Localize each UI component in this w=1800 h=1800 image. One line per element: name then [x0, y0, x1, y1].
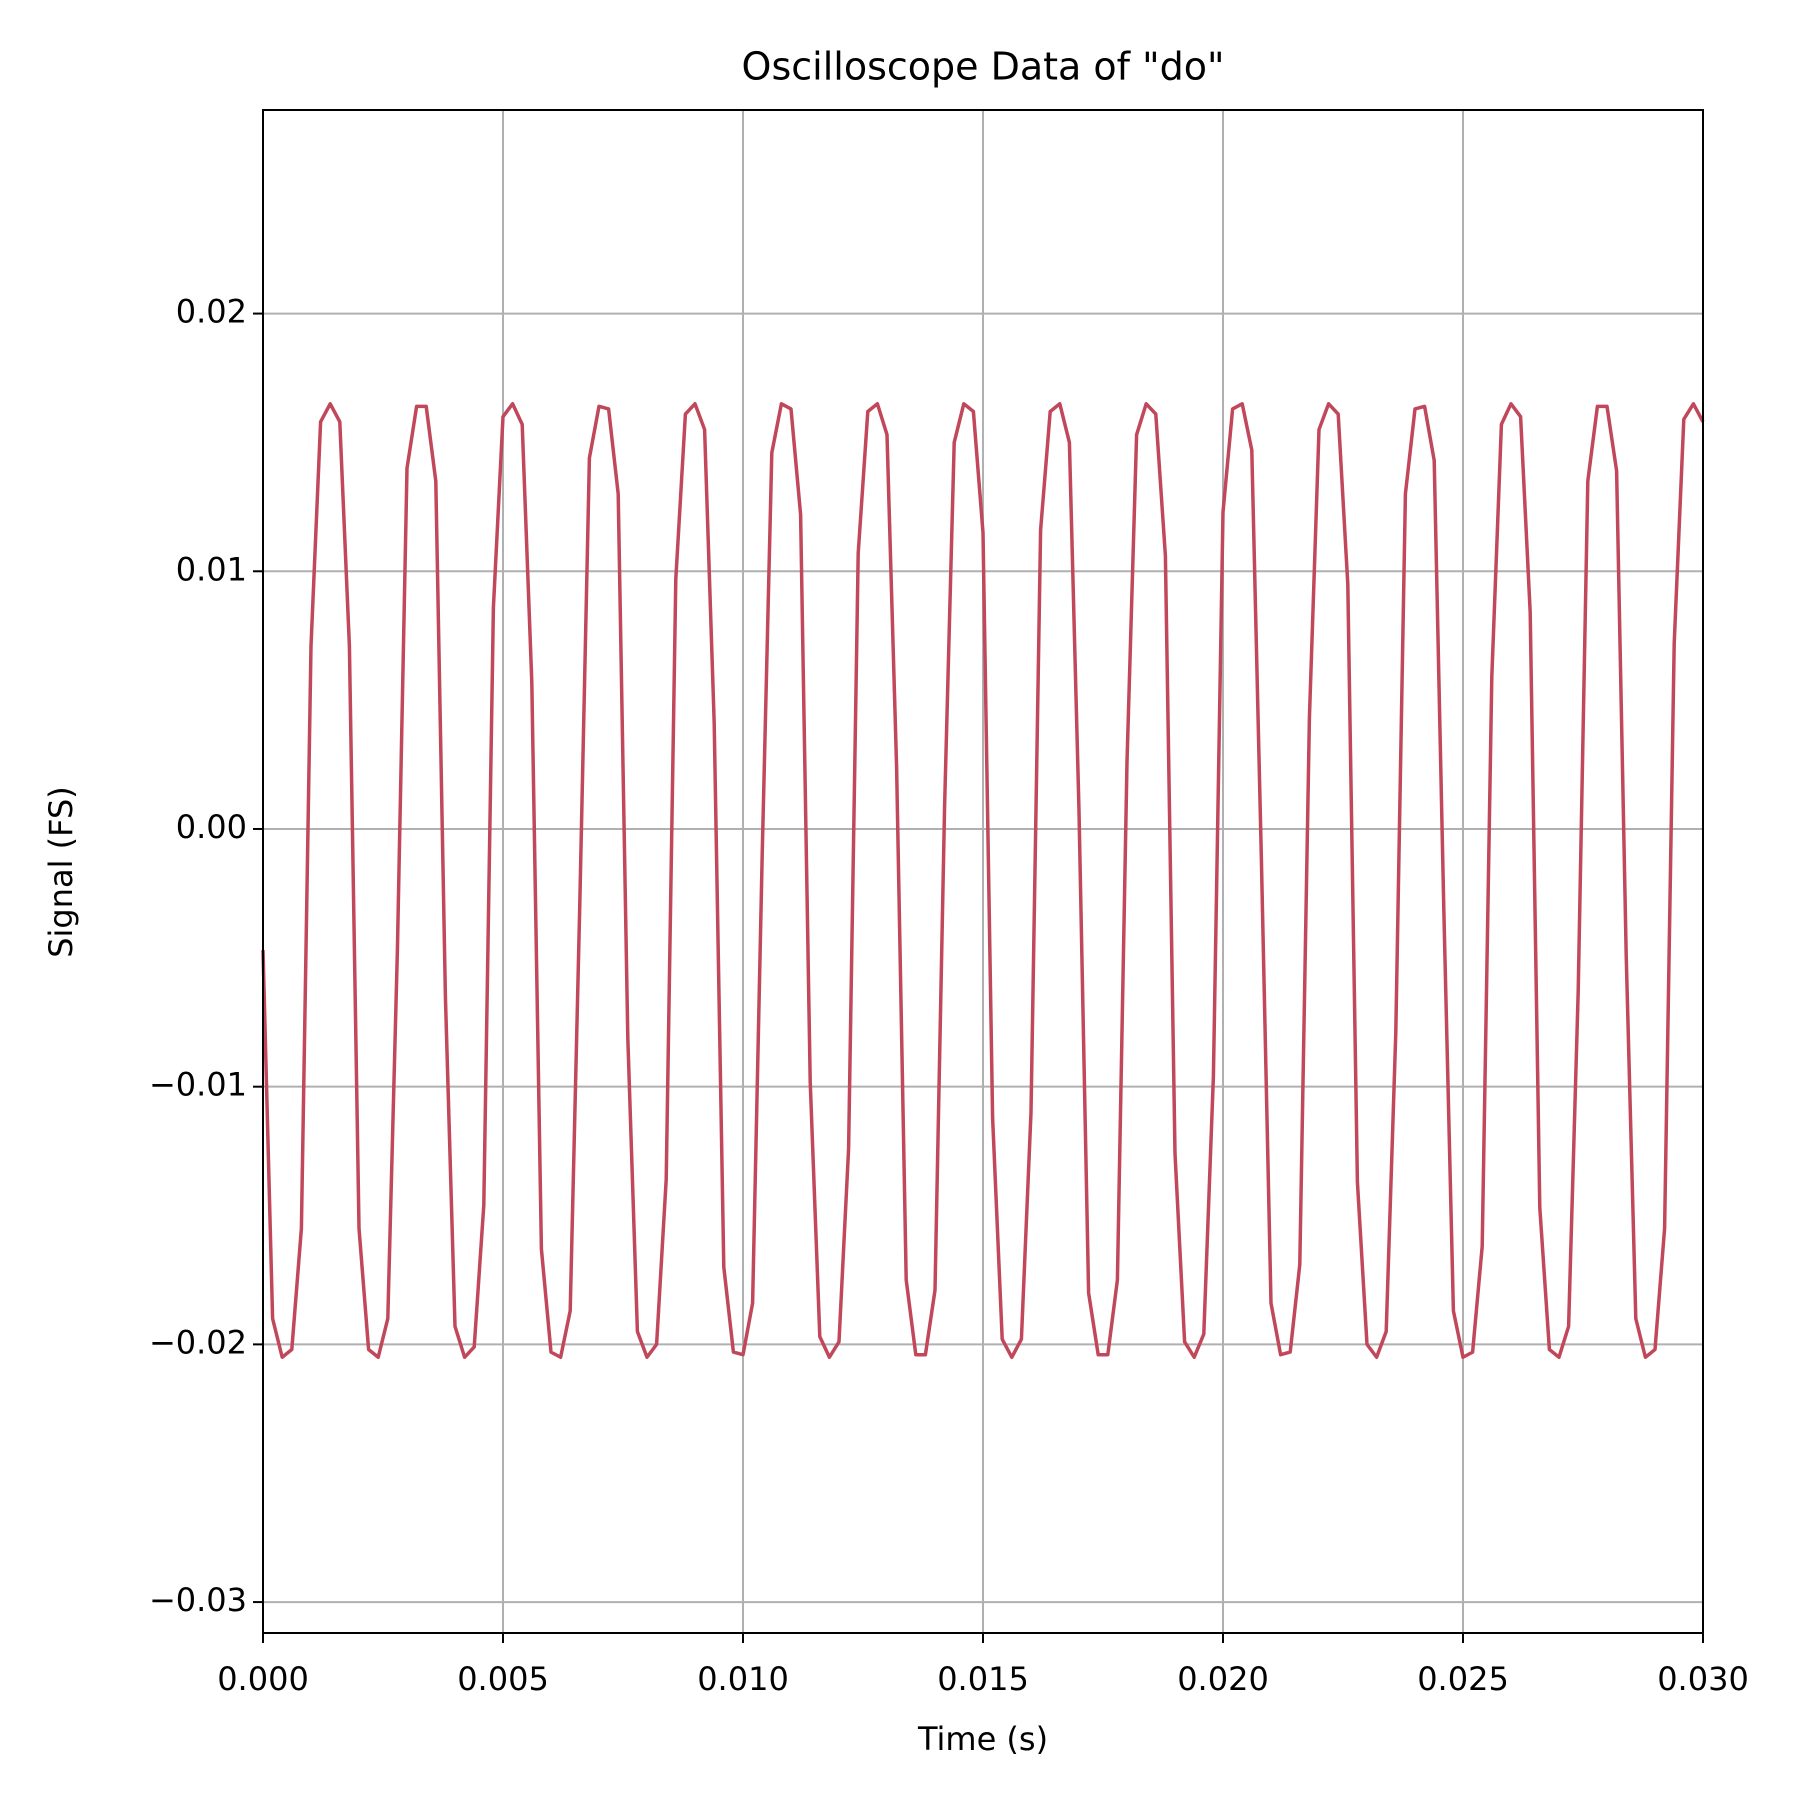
y-tick-label: −0.02 [149, 1323, 247, 1361]
y-tick-label: −0.01 [149, 1066, 247, 1104]
y-tick-label: −0.03 [149, 1581, 247, 1619]
y-tick-label: 0.00 [176, 808, 247, 846]
x-axis-label: Time (s) [917, 1720, 1048, 1758]
x-tick-label: 0.030 [1657, 1660, 1749, 1698]
y-tick-label: 0.02 [176, 293, 247, 331]
x-tick-label: 0.020 [1177, 1660, 1269, 1698]
y-tick-label: 0.01 [176, 550, 247, 588]
y-axis-label: Signal (FS) [42, 786, 80, 958]
x-tick-label: 0.000 [217, 1660, 309, 1698]
x-tick-label: 0.015 [937, 1660, 1029, 1698]
signal-line [261, 402, 1705, 1360]
x-tick-label: 0.005 [457, 1660, 549, 1698]
x-tick-label: 0.025 [1417, 1660, 1509, 1698]
x-tick-label: 0.010 [697, 1660, 789, 1698]
plot-frame [262, 109, 1704, 1634]
chart-title: Oscilloscope Data of "do" [742, 45, 1225, 89]
